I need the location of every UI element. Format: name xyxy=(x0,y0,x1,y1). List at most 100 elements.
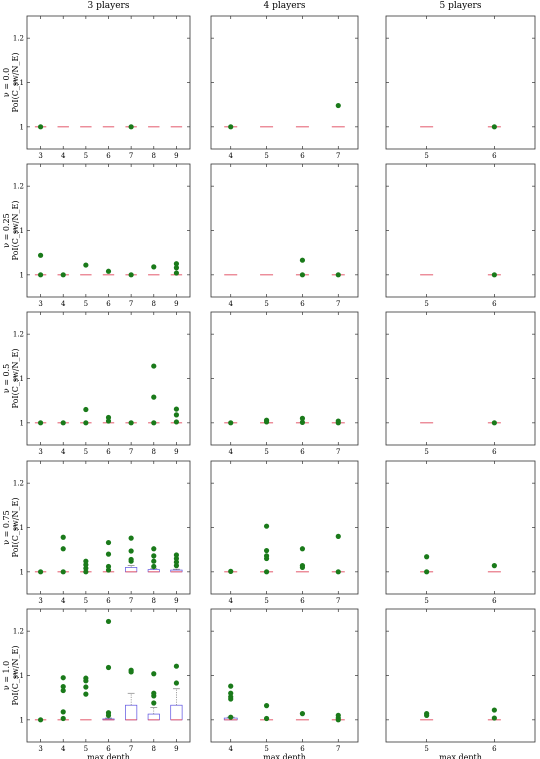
x-tick-label: 9 xyxy=(174,152,178,160)
outlier-point xyxy=(83,406,89,413)
outlier-point xyxy=(491,124,497,130)
outlier-point xyxy=(173,680,180,686)
outlier-point xyxy=(105,551,112,557)
y-tick-label: 1.2 xyxy=(13,480,24,488)
x-tick-label: 7 xyxy=(336,152,340,160)
x-tick-label: 3 xyxy=(38,745,42,753)
outlier-point xyxy=(83,420,89,426)
x-tick-label: 5 xyxy=(424,152,428,160)
outlier-point xyxy=(228,568,234,574)
row-nu-label: ν = 0.25 xyxy=(2,213,11,247)
outlier-point xyxy=(105,712,112,719)
x-tick-label: 4 xyxy=(61,745,66,753)
outlier-point xyxy=(151,558,157,564)
row-metric-label: PoI(C_sw/N_E) xyxy=(11,53,20,113)
outlier-point xyxy=(335,569,341,575)
x-tick-label: 3 xyxy=(38,597,42,605)
x-tick-label: 8 xyxy=(152,300,156,308)
outlier-point xyxy=(491,420,497,426)
x-tick-label: 4 xyxy=(228,448,233,456)
x-tick-label: 5 xyxy=(264,745,268,753)
x-tick-label: 6 xyxy=(492,448,497,456)
row-label: ν = 0.5 PoI(C_sw/N_E) xyxy=(2,349,20,409)
y-tick-label: 1.1 xyxy=(13,524,24,532)
panel-frame xyxy=(26,15,191,150)
outlier-point xyxy=(60,709,66,715)
panel-frame xyxy=(385,460,536,595)
x-tick-label: 5 xyxy=(264,152,268,160)
outlier-point xyxy=(263,569,270,575)
outlier-point xyxy=(299,564,306,571)
x-tick-label: 5 xyxy=(424,745,428,753)
x-tick-label: 4 xyxy=(61,300,66,308)
outlier-point xyxy=(37,420,44,426)
outlier-point xyxy=(173,563,180,569)
x-tick-label: 5 xyxy=(264,597,268,605)
outlier-point xyxy=(263,523,270,529)
panel-frame xyxy=(385,15,536,150)
outlier-point xyxy=(105,567,112,573)
y-tick-label: 1.2 xyxy=(13,35,24,43)
x-tick-label: 6 xyxy=(300,300,305,308)
row-label: ν = 0.0 PoI(C_sw/N_E) xyxy=(2,53,20,113)
x-tick-label: 5 xyxy=(424,300,428,308)
outlier-point xyxy=(173,406,180,412)
outlier-point xyxy=(37,717,44,723)
x-tick-label: 6 xyxy=(106,300,111,308)
box xyxy=(125,704,138,721)
panel-frame xyxy=(210,311,359,446)
x-tick-label: 6 xyxy=(300,152,305,160)
y-tick-label: 1 xyxy=(20,568,24,576)
x-tick-label: 5 xyxy=(264,448,268,456)
panel-frame xyxy=(26,608,191,743)
x-tick-label: 7 xyxy=(336,745,340,753)
outlier-point xyxy=(228,696,234,702)
x-tick-label: 5 xyxy=(84,448,88,456)
row-label: ν = 0.75 PoI(C_sw/N_E) xyxy=(2,498,20,558)
row-nu-label: ν = 0.0 xyxy=(2,68,11,97)
x-tick-label: 7 xyxy=(336,448,340,456)
outlier-point xyxy=(173,265,180,271)
x-tick-label: 5 xyxy=(424,597,428,605)
outlier-point xyxy=(263,555,270,562)
outlier-point xyxy=(299,711,306,717)
x-tick-label: 6 xyxy=(300,745,305,753)
outlier-point xyxy=(491,272,497,278)
panel-frame xyxy=(210,608,359,743)
x-tick-label: 5 xyxy=(84,300,88,308)
outlier-point xyxy=(151,671,157,677)
outlier-point xyxy=(105,268,112,274)
outlier-point xyxy=(228,124,234,130)
outlier-point xyxy=(83,691,89,697)
row-nu-label: ν = 0.5 xyxy=(2,364,11,393)
outlier-point xyxy=(105,618,112,625)
outlier-point xyxy=(263,715,270,722)
x-tick-label: 7 xyxy=(129,152,133,160)
outlier-point xyxy=(37,124,44,130)
y-tick-label: 1.2 xyxy=(13,183,24,191)
x-axis-label: max depth xyxy=(263,753,306,759)
outlier-point xyxy=(83,262,89,268)
x-tick-label: 4 xyxy=(61,597,66,605)
outlier-point xyxy=(151,420,157,426)
x-tick-label: 9 xyxy=(174,745,178,753)
outlier-point xyxy=(228,714,234,720)
outlier-point xyxy=(173,663,180,669)
outlier-point xyxy=(263,703,270,709)
x-tick-label: 7 xyxy=(336,597,340,605)
outlier-point xyxy=(491,707,497,713)
x-tick-label: 4 xyxy=(228,597,233,605)
outlier-point xyxy=(335,102,341,109)
x-tick-label: 6 xyxy=(106,448,111,456)
outlier-point xyxy=(60,569,66,575)
x-tick-label: 8 xyxy=(152,448,156,456)
x-tick-label: 6 xyxy=(300,597,305,605)
x-axis-label: max depth xyxy=(87,753,130,759)
outlier-point xyxy=(173,412,180,418)
outlier-point xyxy=(128,420,134,426)
x-tick-label: 6 xyxy=(492,745,497,753)
x-tick-label: 8 xyxy=(152,597,156,605)
panel-frame xyxy=(26,163,191,298)
column-title: 5 players xyxy=(440,1,482,11)
